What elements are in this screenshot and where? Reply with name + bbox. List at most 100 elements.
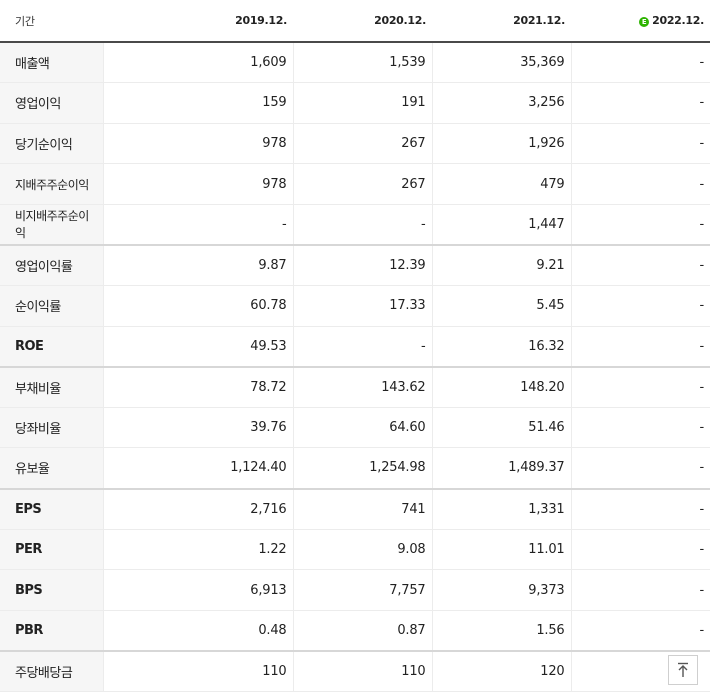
table-row: 유보율 1,124.40 1,254.98 1,489.37 - — [0, 447, 710, 490]
table-row: 당좌비율 39.76 64.60 51.46 - — [0, 407, 710, 449]
table-row: 순이익률 60.78 17.33 5.45 - — [0, 285, 710, 327]
cell-value: - — [570, 569, 710, 611]
cell-value: 267 — [292, 163, 432, 205]
table-body: 매출액 1,609 1,539 35,369 - 영업이익 159 191 3,… — [0, 42, 710, 692]
cell-value: - — [570, 243, 710, 287]
cell-value: 1.56 — [431, 610, 571, 652]
table-row: 당기순이익 978 267 1,926 - — [0, 123, 710, 165]
cell-value: 6,913 — [102, 569, 293, 611]
cell-value: 1,124.40 — [102, 447, 293, 490]
row-label: 비지배주주순이익 — [0, 204, 103, 246]
cell-value: 143.62 — [292, 365, 432, 408]
cell-value: 12.39 — [292, 243, 432, 287]
cell-value: 741 — [292, 487, 432, 530]
cell-value: 16.32 — [431, 326, 571, 368]
period-header-label: 기간 — [0, 0, 103, 43]
period-2022-label: 2022.12. — [652, 14, 704, 27]
cell-value: 9.08 — [292, 529, 432, 571]
cell-value: - — [570, 610, 710, 652]
cell-value: 78.72 — [102, 365, 293, 408]
period-2019-header: 2019.12. — [103, 0, 293, 43]
cell-value: 9.21 — [431, 243, 571, 287]
row-label: PBR — [0, 610, 103, 652]
header-row: 기간 2019.12. 2020.12. 2021.12. E 2022.12. — [0, 0, 710, 43]
cell-value: - — [570, 42, 710, 84]
cell-value: 60.78 — [102, 285, 293, 327]
table-row: 주당배당금 110 110 120 — [0, 649, 710, 692]
cell-value: - — [292, 326, 432, 368]
cell-value: - — [570, 529, 710, 571]
cell-value: 110 — [292, 649, 432, 692]
period-2020-header: 2020.12. — [293, 0, 432, 43]
table-row: BPS 6,913 7,757 9,373 - — [0, 569, 710, 611]
cell-value: 1,254.98 — [292, 447, 432, 490]
cell-value: 35,369 — [431, 42, 571, 84]
cell-value: 49.53 — [102, 326, 293, 368]
table-row: 영업이익률 9.87 12.39 9.21 - — [0, 243, 710, 287]
cell-value: 51.46 — [431, 407, 571, 449]
row-label: BPS — [0, 569, 103, 611]
cell-value: 5.45 — [431, 285, 571, 327]
scroll-to-top-button[interactable] — [668, 655, 698, 685]
row-label: PER — [0, 529, 103, 571]
table-row: 부채비율 78.72 143.62 148.20 - — [0, 365, 710, 408]
row-label: 당좌비율 — [0, 407, 103, 449]
cell-value: - — [570, 326, 710, 368]
row-label: EPS — [0, 487, 103, 530]
row-label: 순이익률 — [0, 285, 103, 327]
cell-value: - — [570, 487, 710, 530]
table-row: 비지배주주순이익 - - 1,447 - — [0, 204, 710, 246]
arrow-up-to-top-icon — [678, 662, 688, 677]
cell-value: 0.87 — [292, 610, 432, 652]
cell-value: 1,331 — [431, 487, 571, 530]
cell-value: 1,489.37 — [431, 447, 571, 490]
estimate-icon: E — [639, 17, 650, 27]
cell-value: 2,716 — [102, 487, 293, 530]
cell-value: 148.20 — [431, 365, 571, 408]
cell-value: 11.01 — [431, 529, 571, 571]
cell-value: 479 — [431, 163, 571, 205]
table-row: EPS 2,716 741 1,331 - — [0, 487, 710, 530]
cell-value: 3,256 — [431, 82, 571, 124]
cell-value: 1,926 — [431, 123, 571, 165]
row-label: 유보율 — [0, 447, 103, 490]
row-label: 영업이익 — [0, 82, 103, 124]
cell-value: 191 — [292, 82, 432, 124]
cell-value: 39.76 — [102, 407, 293, 449]
cell-value: 17.33 — [292, 285, 432, 327]
cell-value: - — [570, 204, 710, 246]
row-label: 영업이익률 — [0, 243, 103, 287]
row-label: ROE — [0, 326, 103, 368]
cell-value: 159 — [102, 82, 293, 124]
cell-value: 9.87 — [102, 243, 293, 287]
table-row: PBR 0.48 0.87 1.56 - — [0, 610, 710, 652]
cell-value: 1.22 — [102, 529, 293, 571]
cell-value: 1,609 — [102, 42, 293, 84]
row-label: 매출액 — [0, 42, 103, 84]
cell-value: - — [570, 407, 710, 449]
row-label: 당기순이익 — [0, 123, 103, 165]
period-2022-header: E 2022.12. — [571, 0, 710, 43]
cell-value: 120 — [431, 649, 571, 692]
cell-value: - — [570, 447, 710, 490]
table-row: 지배주주순이익 978 267 479 - — [0, 163, 710, 205]
cell-value: - — [570, 82, 710, 124]
cell-value: 267 — [292, 123, 432, 165]
period-2021-header: 2021.12. — [432, 0, 571, 43]
cell-value: 978 — [102, 163, 293, 205]
table-header: 기간 2019.12. 2020.12. 2021.12. E 2022.12. — [0, 0, 710, 43]
table-row: 매출액 1,609 1,539 35,369 - — [0, 42, 710, 84]
row-label: 지배주주순이익 — [0, 163, 103, 205]
table-row: ROE 49.53 - 16.32 - — [0, 326, 710, 368]
cell-value: - — [570, 285, 710, 327]
row-label: 부채비율 — [0, 365, 103, 408]
cell-value: 64.60 — [292, 407, 432, 449]
cell-value: - — [570, 123, 710, 165]
cell-value: 978 — [102, 123, 293, 165]
row-label: 주당배당금 — [0, 649, 103, 692]
cell-value: 1,539 — [292, 42, 432, 84]
table-row: 영업이익 159 191 3,256 - — [0, 82, 710, 124]
cell-value: - — [102, 204, 293, 246]
cell-value: - — [292, 204, 432, 246]
